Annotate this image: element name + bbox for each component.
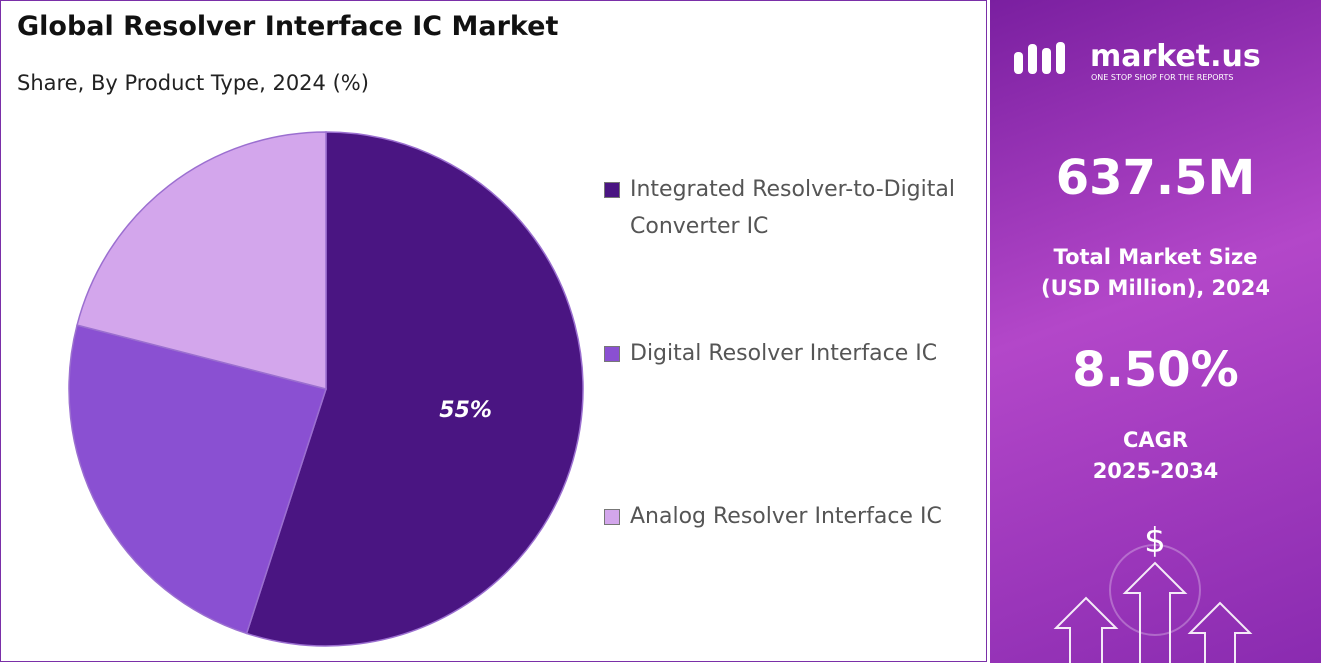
label-line: Total Market Size <box>1053 245 1258 269</box>
legend-swatch <box>604 509 620 525</box>
legend-item: Integrated Resolver-to-Digital Converter… <box>604 171 975 245</box>
dollar-icon: $ <box>1144 521 1166 561</box>
logo-icon <box>1014 42 1065 74</box>
pie-slice <box>76 131 327 390</box>
pie-slice <box>245 131 584 647</box>
label-line: 2025-2034 <box>1092 459 1219 483</box>
brand: market.us <box>1090 39 1261 74</box>
chart-subtitle: Share, By Product Type, 2024 (%) <box>17 71 369 95</box>
side-panel: market.us ONE STOP SHOP FOR THE REPORTS … <box>990 0 1321 663</box>
legend-swatch <box>604 182 620 198</box>
market-size: 637.5M <box>1055 150 1256 206</box>
legend-item: Analog Resolver Interface IC <box>604 498 975 535</box>
market-size-label: Total Market Size (USD Million), 2024 <box>990 242 1321 304</box>
chart-title: Global Resolver Interface IC Market <box>17 11 559 42</box>
label-line: (USD Million), 2024 <box>1041 276 1270 300</box>
panel-decor: market.us ONE STOP SHOP FOR THE REPORTS … <box>1014 39 1261 663</box>
legend-swatch <box>604 346 620 362</box>
tagline: ONE STOP SHOP FOR THE REPORTS <box>1091 73 1233 82</box>
legend-label: Integrated Resolver-to-Digital Converter… <box>630 177 955 239</box>
pie-chart: 55% <box>68 131 584 647</box>
pie-slice <box>68 324 327 635</box>
cagr: 8.50% <box>1072 342 1239 398</box>
legend-label: Analog Resolver Interface IC <box>630 504 942 529</box>
arrows <box>1053 544 1253 663</box>
data-label: 55% <box>439 398 492 423</box>
cagr-label: CAGR 2025-2034 <box>990 425 1321 487</box>
legend-label: Digital Resolver Interface IC <box>630 341 938 366</box>
label-line: CAGR <box>1122 428 1189 452</box>
legend-item: Digital Resolver Interface IC <box>604 335 975 372</box>
chart-card: Global Resolver Interface IC Market Shar… <box>0 0 987 662</box>
